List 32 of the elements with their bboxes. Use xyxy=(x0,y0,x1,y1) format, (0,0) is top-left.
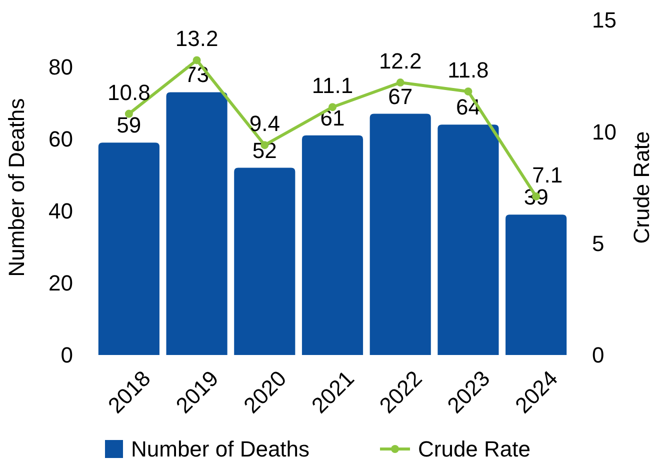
y2-tick-label: 10 xyxy=(592,119,616,144)
bar xyxy=(370,114,431,355)
y-axis-title: Number of Deaths xyxy=(4,98,29,277)
bar xyxy=(98,142,160,355)
data-label: 13.2 xyxy=(175,26,218,52)
y-tick-label: 60 xyxy=(48,126,73,152)
data-label: 59 xyxy=(116,112,142,138)
bar xyxy=(438,124,499,355)
bar xyxy=(506,214,567,355)
point xyxy=(464,87,472,96)
data-label: 12.2 xyxy=(378,48,422,74)
legend-label: Number of Deaths xyxy=(131,436,310,462)
y-tick-label: 20 xyxy=(48,270,73,296)
point xyxy=(192,56,201,64)
y2-tick-label: 0 xyxy=(592,342,604,368)
y2-tick-label: 5 xyxy=(592,231,604,256)
data-label: 11.1 xyxy=(312,73,354,98)
data-label: 11.8 xyxy=(448,57,489,82)
legend-label: Crude Rate xyxy=(418,436,531,462)
y-tick-label: 40 xyxy=(48,198,73,224)
bar xyxy=(166,92,228,355)
y2-axis-title: Crude Rate xyxy=(629,131,654,244)
data-label: 67 xyxy=(388,84,413,109)
y-tick-label: 0 xyxy=(60,342,73,368)
y-tick-label: 80 xyxy=(48,54,73,80)
data-label: 7.1 xyxy=(532,162,563,188)
data-label: 10.8 xyxy=(108,80,150,105)
bar xyxy=(234,168,296,355)
point xyxy=(396,78,404,87)
bar xyxy=(302,135,364,355)
data-label: 9.4 xyxy=(249,111,280,136)
y2-tick-label: 15 xyxy=(592,8,616,33)
